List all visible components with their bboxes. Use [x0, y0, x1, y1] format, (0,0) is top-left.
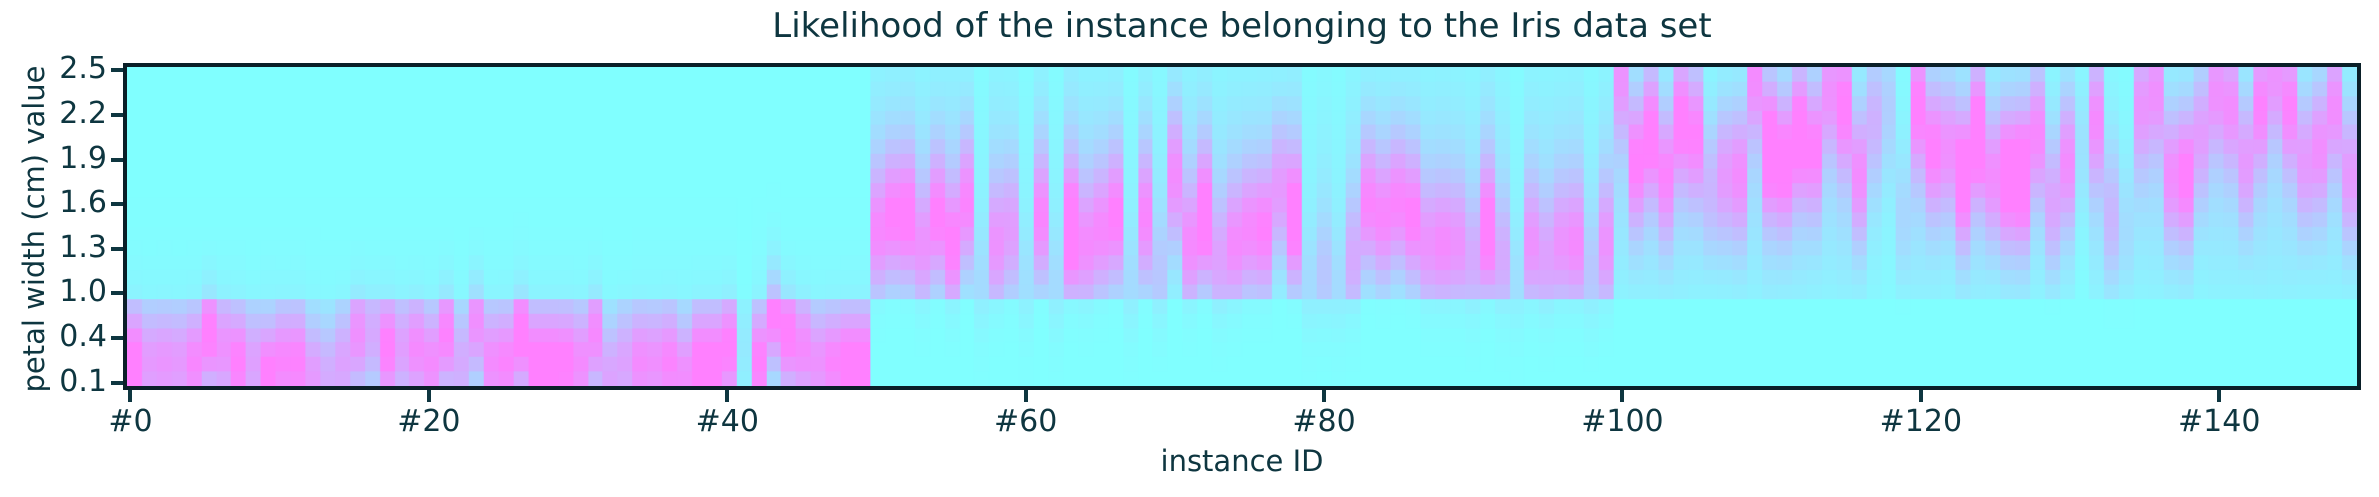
x-tick-mark [426, 390, 431, 402]
x-tick-mark [1620, 390, 1625, 402]
y-tick-label: 2.5 [59, 51, 107, 87]
x-tick-mark [1322, 390, 1327, 402]
x-tick-label: #40 [695, 404, 759, 439]
y-tick-label: 0.4 [59, 318, 107, 354]
y-tick-mark [111, 291, 123, 296]
x-tick-mark [128, 390, 133, 402]
x-tick-label: #0 [108, 404, 153, 439]
y-tick-mark [111, 68, 123, 73]
x-tick-mark [1918, 390, 1923, 402]
x-tick-label: #60 [994, 404, 1058, 439]
y-tick-label: 2.2 [59, 96, 107, 132]
y-tick-mark [111, 335, 123, 340]
chart-title: Likelihood of the instance belonging to … [772, 6, 1712, 46]
x-tick-label: #100 [1581, 404, 1664, 439]
y-tick-label: 1.3 [59, 229, 107, 265]
y-tick-mark [111, 246, 123, 251]
y-tick-mark [111, 202, 123, 207]
heatmap-canvas [127, 67, 2357, 386]
y-tick-mark [111, 380, 123, 385]
x-tick-mark [725, 390, 730, 402]
y-tick-label: 1.9 [59, 140, 107, 176]
x-tick-label: #80 [1292, 404, 1356, 439]
y-tick-label: 0.1 [59, 363, 107, 399]
plot-area [123, 63, 2361, 390]
y-tick-mark [111, 113, 123, 118]
x-axis-label: instance ID [1160, 444, 1324, 478]
y-tick-mark [111, 157, 123, 162]
x-tick-mark [2217, 390, 2222, 402]
y-tick-label: 1.0 [59, 274, 107, 310]
x-tick-label: #120 [1879, 404, 1963, 439]
x-tick-label: #20 [397, 404, 461, 439]
x-tick-label: #140 [2178, 404, 2261, 439]
y-tick-label: 1.6 [59, 185, 107, 221]
x-tick-mark [1023, 390, 1028, 402]
y-axis-label: petal width (cm) value [17, 65, 51, 393]
